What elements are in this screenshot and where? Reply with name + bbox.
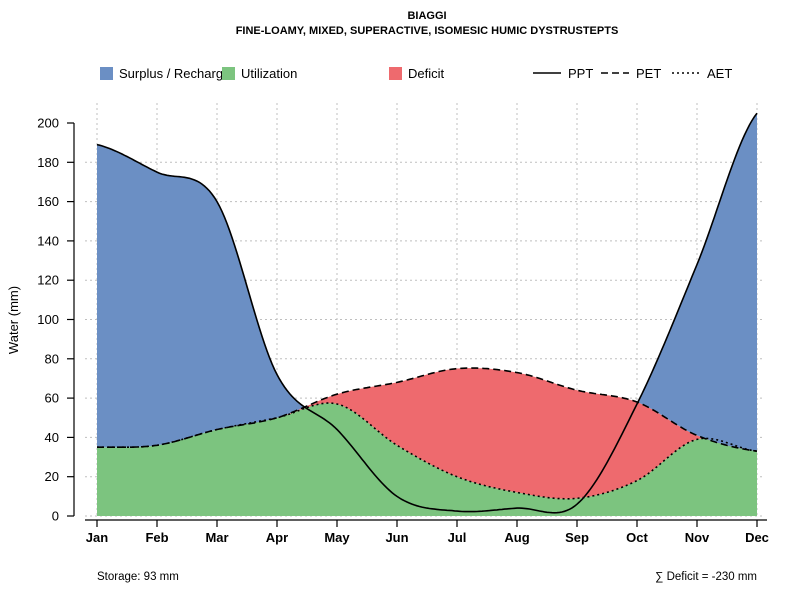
plot-areas (97, 113, 757, 516)
y-tick-label: 120 (37, 273, 59, 288)
utilization-area (97, 403, 757, 516)
y-tick-label: 200 (37, 116, 59, 131)
month-label: Mar (205, 530, 228, 545)
surplus-area (97, 113, 757, 452)
month-label: Jan (86, 530, 108, 545)
y-tick-label: 60 (45, 391, 59, 406)
surplus-legend-label: Surplus / Recharge (119, 66, 230, 81)
surplus-legend-swatch (100, 67, 113, 80)
ppt-legend-label: PPT (568, 66, 593, 81)
month-label: May (324, 530, 350, 545)
month-label: Nov (685, 530, 710, 545)
axes: Jan Feb Mar Apr May Jun Jul Aug Sep Oct Nov Dec 0 20 4… (37, 116, 769, 546)
deficit-area (97, 368, 757, 499)
month-label: Sep (565, 530, 589, 545)
aet-legend-label: AET (707, 66, 732, 81)
y-tick-label: 100 (37, 312, 59, 327)
month-label: Jul (448, 530, 467, 545)
utilization-legend-label: Utilization (241, 66, 297, 81)
deficit-legend-swatch (389, 67, 402, 80)
plot-lines (96, 112, 758, 514)
legend: Surplus / Recharge Utilization Deficit P… (100, 66, 732, 81)
chart-title: BIAGGI (407, 10, 446, 22)
y-tick-label: 80 (45, 351, 59, 366)
month-label: Dec (745, 530, 769, 545)
y-axis-title: Water (mm) (6, 286, 21, 354)
y-tick-label: 0 (52, 509, 59, 524)
y-tick-label: 40 (45, 430, 59, 445)
chart-subtitle: FINE-LOAMY, MIXED, SUPERACTIVE, ISOMESIC… (236, 25, 619, 37)
deficit-legend-label: Deficit (408, 66, 445, 81)
deficit-sum-annotation: ∑ Deficit = -230 mm (655, 571, 757, 583)
utilization-legend-swatch (222, 67, 235, 80)
y-tick-label: 160 (37, 194, 59, 209)
storage-annotation: Storage: 93 mm (97, 571, 179, 583)
month-label: Feb (145, 530, 168, 545)
y-tick-label: 20 (45, 469, 59, 484)
pet-line (97, 367, 758, 452)
month-label: Jun (385, 530, 408, 545)
month-label: Aug (504, 530, 529, 545)
pet-legend-label: PET (636, 66, 661, 81)
ppt-line (96, 112, 758, 514)
y-tick-label: 140 (37, 233, 59, 248)
y-tick-label: 180 (37, 155, 59, 170)
month-label: Apr (266, 530, 288, 545)
month-label: Oct (626, 530, 648, 545)
